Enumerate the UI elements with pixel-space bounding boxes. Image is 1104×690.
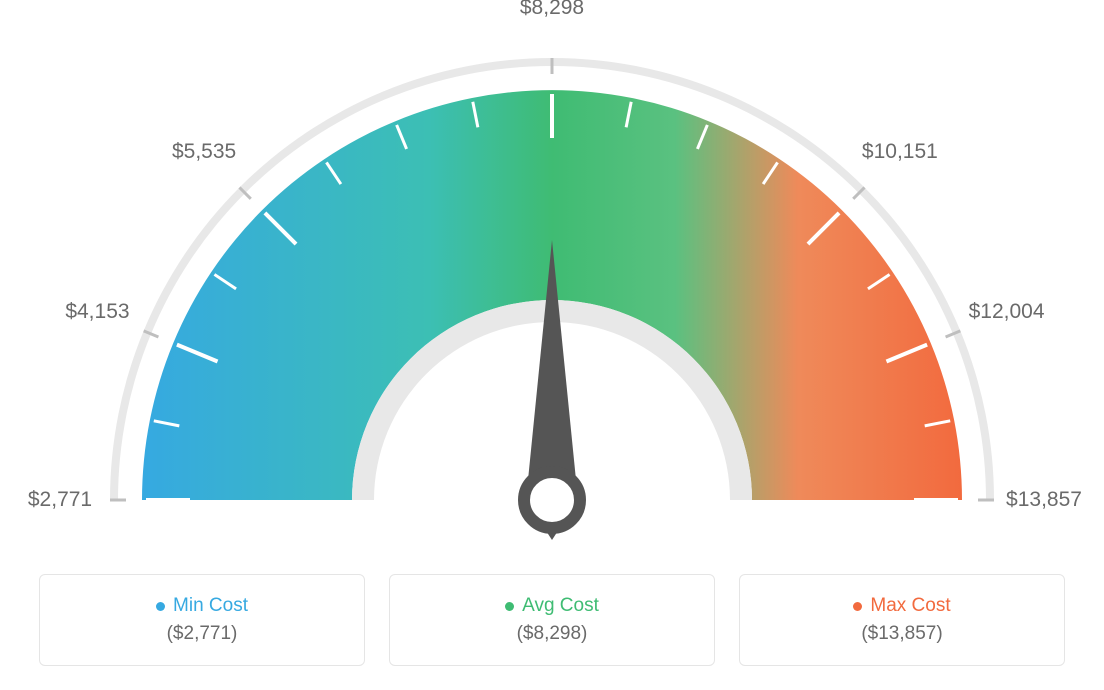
legend-dot-max [853,602,862,611]
legend-title-avg-text: Avg Cost [522,595,599,617]
legend-row: Min Cost ($2,771) Avg Cost ($8,298) Max … [39,574,1065,666]
legend-title-max: Max Cost [853,595,950,617]
gauge-tick-label: $13,857 [1006,488,1082,512]
legend-value-max: ($13,857) [861,623,942,645]
gauge-tick-label: $2,771 [28,488,92,512]
legend-title-min-text: Min Cost [173,595,248,617]
gauge-tick-label: $10,151 [862,140,938,164]
legend-value-avg: ($8,298) [517,623,588,645]
legend-title-avg: Avg Cost [505,595,599,617]
legend-dot-min [156,602,165,611]
gauge-chart: $2,771 $4,153 $5,535 $8,298 $10,151 $12,004 $1… [0,0,1104,560]
legend-title-min: Min Cost [156,595,248,617]
legend-title-max-text: Max Cost [870,595,950,617]
legend-card-min: Min Cost ($2,771) [39,574,365,666]
gauge-tick-label: $5,535 [172,140,236,164]
gauge-svg [0,0,1104,560]
legend-value-min: ($2,771) [167,623,238,645]
legend-card-avg: Avg Cost ($8,298) [389,574,715,666]
gauge-tick-label: $8,298 [520,0,584,20]
gauge-tick-label: $4,153 [65,300,129,324]
gauge-tick-label: $12,004 [969,300,1045,324]
legend-card-max: Max Cost ($13,857) [739,574,1065,666]
legend-dot-avg [505,602,514,611]
